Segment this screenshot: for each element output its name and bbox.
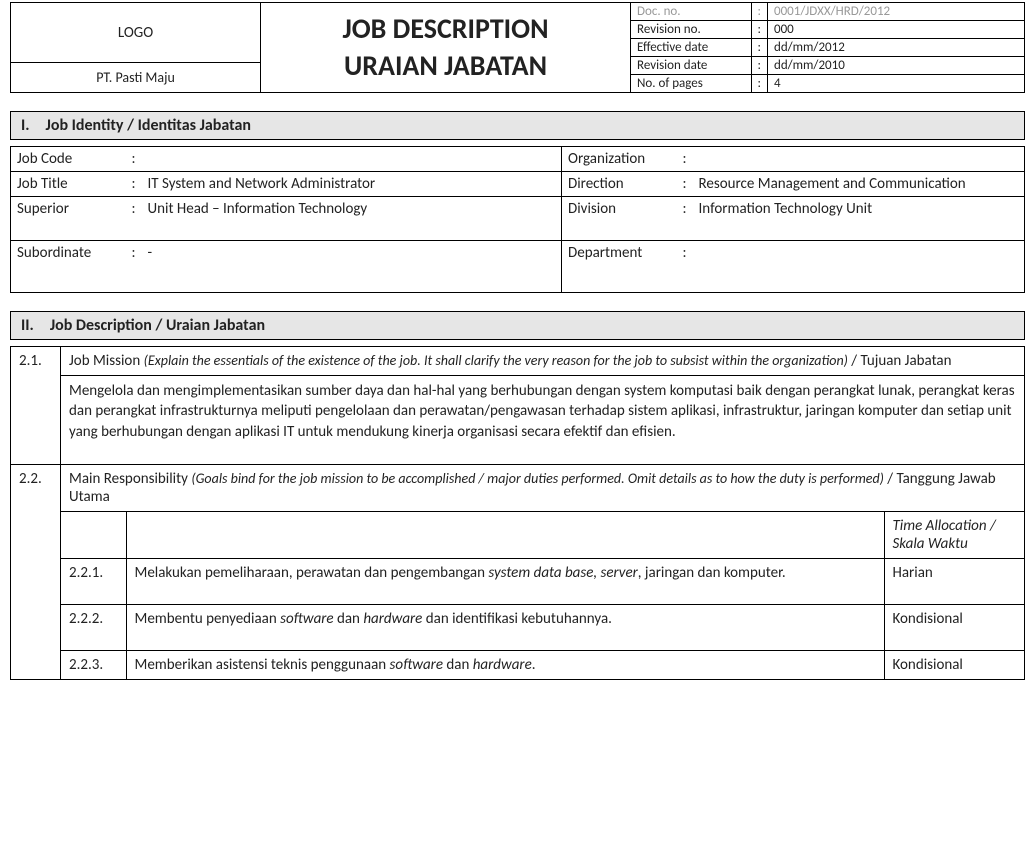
responsibility-item-time: Kondisional xyxy=(884,604,1024,650)
responsibility-heading-note: (Goals bind for the job mission to be ac… xyxy=(191,470,884,487)
subordinate-label: Subordinate xyxy=(11,241,126,293)
meta-revdate-label: Revision date xyxy=(631,57,751,75)
division-value: Information Technology Unit xyxy=(693,197,1025,241)
meta-docno-label: Doc. no. xyxy=(631,3,751,21)
job-code-value xyxy=(142,147,562,172)
subordinate-value: - xyxy=(142,241,562,293)
job-title-value: IT System and Network Administrator xyxy=(142,172,562,197)
meta-pages-value: 4 xyxy=(767,75,1024,93)
responsibility-num: 2.2. xyxy=(11,464,61,679)
responsibility-table: Time Allocation / Skala Waktu 2.2.1. Mel… xyxy=(61,512,1024,679)
direction-label: Direction xyxy=(562,172,677,197)
job-code-label: Job Code xyxy=(11,147,126,172)
mission-num: 2.1. xyxy=(11,347,61,465)
mission-heading-id: / Tujuan Jabatan xyxy=(848,352,952,370)
document-title: JOB DESCRIPTION URAIAN JABATAN xyxy=(261,3,631,93)
responsibility-item-text: Membentu penyediaan software dan hardwar… xyxy=(126,604,884,650)
responsibility-item-num: 2.2.3. xyxy=(61,650,126,679)
responsibility-row: 2.2.2. Membentu penyediaan software dan … xyxy=(61,604,1024,650)
responsibility-table-wrapper: Time Allocation / Skala Waktu 2.2.1. Mel… xyxy=(61,511,1025,679)
mission-body: Mengelola dan mengimplementasikan sumber… xyxy=(61,376,1025,465)
organization-label: Organization xyxy=(562,147,677,172)
responsibility-row: 2.2.1. Melakukan pemeliharaan, perawatan… xyxy=(61,558,1024,604)
identity-table: Job Code : Organization : Job Title : IT… xyxy=(10,146,1025,293)
responsibility-heading: Main Responsibility (Goals bind for the … xyxy=(61,464,1025,511)
department-value xyxy=(693,241,1025,293)
company-name: PT. Pasti Maju xyxy=(11,63,261,93)
meta-effdate-value: dd/mm/2012 xyxy=(767,39,1024,57)
description-table: 2.1. Job Mission (Explain the essentials… xyxy=(10,346,1025,680)
section-2-title: Job Description / Uraian Jabatan xyxy=(50,316,265,335)
job-title-label: Job Title xyxy=(11,172,126,197)
logo-cell: LOGO xyxy=(11,3,261,63)
section-1-heading: I. Job Identity / Identitas Jabatan xyxy=(10,111,1025,140)
section-1-num: I. xyxy=(21,116,30,135)
responsibility-heading-main: Main Responsibility xyxy=(69,470,188,488)
meta-revdate-value: dd/mm/2010 xyxy=(767,57,1024,75)
meta-revno-label: Revision no. xyxy=(631,21,751,39)
section-2-heading: II. Job Description / Uraian Jabatan xyxy=(10,311,1025,340)
section-1-title: Job Identity / Identitas Jabatan xyxy=(46,116,251,135)
direction-value: Resource Management and Communication xyxy=(693,172,1025,197)
responsibility-item-time: Harian xyxy=(884,558,1024,604)
meta-docno-value: 0001/JDXX/HRD/2012 xyxy=(767,3,1024,21)
superior-label: Superior xyxy=(11,197,126,241)
organization-value xyxy=(693,147,1025,172)
meta-pages-label: No. of pages xyxy=(631,75,751,93)
time-allocation-header: Time Allocation / Skala Waktu xyxy=(884,512,1024,559)
meta-effdate-label: Effective date xyxy=(631,39,751,57)
responsibility-item-text: Memberikan asistensi teknis penggunaan s… xyxy=(126,650,884,679)
department-label: Department xyxy=(562,241,677,293)
superior-value: Unit Head – Information Technology xyxy=(142,197,562,241)
meta-revno-value: 000 xyxy=(767,21,1024,39)
document-header: LOGO JOB DESCRIPTION URAIAN JABATAN Doc.… xyxy=(10,2,1025,93)
title-line-2: URAIAN JABATAN xyxy=(267,48,624,84)
title-line-1: JOB DESCRIPTION xyxy=(267,11,624,47)
mission-heading: Job Mission (Explain the essentials of t… xyxy=(61,347,1025,376)
responsibility-item-num: 2.2.2. xyxy=(61,604,126,650)
mission-heading-note: (Explain the essentials of the existence… xyxy=(144,352,848,369)
mission-heading-main: Job Mission xyxy=(69,352,140,370)
responsibility-row: 2.2.3. Memberikan asistensi teknis pengg… xyxy=(61,650,1024,679)
meta-block: Doc. no. : 0001/JDXX/HRD/2012 Revision n… xyxy=(631,3,1025,93)
section-2-num: II. xyxy=(21,316,34,335)
responsibility-item-text: Melakukan pemeliharaan, perawatan dan pe… xyxy=(126,558,884,604)
division-label: Division xyxy=(562,197,677,241)
responsibility-item-num: 2.2.1. xyxy=(61,558,126,604)
responsibility-item-time: Kondisional xyxy=(884,650,1024,679)
